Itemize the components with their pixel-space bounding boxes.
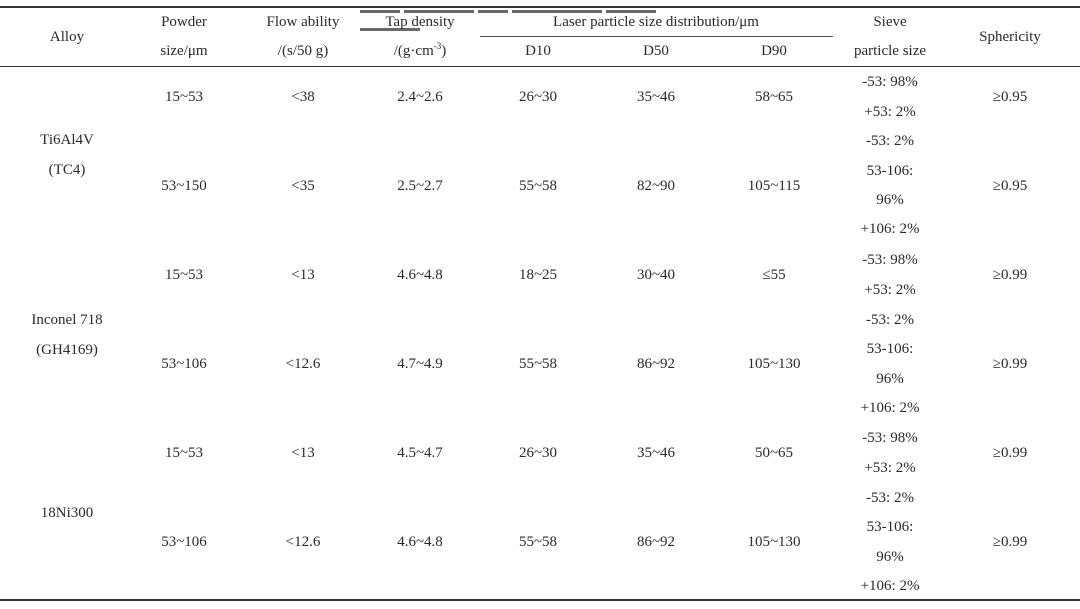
cell-flow-ability: <38 (291, 89, 315, 105)
cell-sieve-line: 96% (876, 192, 904, 208)
cell-sphericity: ≥0.99 (992, 534, 1028, 550)
cell-d50: 82~90 (636, 178, 676, 194)
cell-tap-density: 4.6~4.8 (397, 534, 443, 550)
alloy-name-line: (TC4) (48, 162, 86, 178)
cell-flow-ability: <35 (291, 178, 315, 194)
cell-d10: 55~58 (518, 178, 558, 194)
cell-d50: 86~92 (636, 534, 676, 550)
alloy-name-line: (GH4169) (36, 342, 98, 358)
cell-d10: 26~30 (518, 89, 558, 105)
table-top-rule (0, 6, 1080, 8)
cell-sieve-line: +106: 2% (860, 221, 920, 237)
header-d90: D90 (761, 43, 787, 59)
cell-d90: ≤55 (762, 267, 786, 283)
cell-d90: 58~65 (754, 89, 794, 105)
header-powder-size-line1: Powder (161, 14, 207, 30)
cell-sphericity: ≥0.95 (992, 178, 1028, 194)
cell-powder-size: 53~106 (161, 534, 207, 550)
cell-flow-ability: <12.6 (285, 356, 321, 372)
cell-tap-density: 2.5~2.7 (397, 178, 443, 194)
alloy-name-line: Inconel 718 (31, 312, 103, 328)
cell-d10: 18~25 (518, 267, 558, 283)
header-powder-size-line2: size/μm (160, 43, 208, 59)
header-sieve-line1: Sieve (873, 14, 907, 30)
cell-sieve-line: 53-106: (866, 341, 914, 357)
cell-d50: 35~46 (636, 445, 676, 461)
cell-sieve-line: 53-106: (866, 519, 914, 535)
header-alloy: Alloy (49, 29, 85, 45)
cell-d50: 35~46 (636, 89, 676, 105)
cell-sieve-line: -53: 98% (862, 430, 918, 446)
cell-sphericity: ≥0.99 (992, 356, 1028, 372)
cell-sieve-line: -53: 2% (866, 133, 914, 149)
header-laser-distribution: Laser particle size distribution/μm (553, 14, 759, 30)
header-d50: D50 (643, 43, 669, 59)
laser-group-rule (480, 36, 833, 37)
cell-sieve-line: -53: 2% (866, 490, 914, 506)
cell-sphericity: ≥0.95 (992, 89, 1028, 105)
header-bottom-rule (0, 66, 1080, 67)
header-tap-density-line1: Tap density (385, 14, 455, 30)
header-flow-ability-line2: /(s/50 g) (277, 43, 329, 59)
cell-tap-density: 4.7~4.9 (397, 356, 443, 372)
cell-sieve-line: +53: 2% (864, 104, 916, 120)
cell-sieve-line: -53: 98% (862, 74, 918, 90)
cell-flow-ability: <13 (291, 267, 315, 283)
table-bottom-rule (0, 599, 1080, 601)
cell-tap-density: 2.4~2.6 (397, 89, 443, 105)
cell-d50: 30~40 (636, 267, 676, 283)
cell-sieve-line: 96% (876, 549, 904, 565)
cell-sieve-line: +106: 2% (860, 578, 920, 594)
cell-d90: 105~115 (747, 178, 801, 194)
cell-sieve-line: +53: 2% (864, 460, 916, 476)
cell-flow-ability: <12.6 (285, 534, 321, 550)
cell-flow-ability: <13 (291, 445, 315, 461)
cell-sieve-line: -53: 98% (862, 252, 918, 268)
cell-sieve-line: +106: 2% (860, 400, 920, 416)
header-sphericity: Sphericity (979, 29, 1041, 45)
cell-d90: 105~130 (747, 356, 801, 372)
header-sieve-line2: particle size (853, 43, 927, 59)
cell-d10: 55~58 (518, 356, 558, 372)
cell-sieve-line: 53-106: (866, 163, 914, 179)
cell-sieve-line: +53: 2% (864, 282, 916, 298)
cell-powder-size: 15~53 (164, 267, 204, 283)
cell-tap-density: 4.6~4.8 (397, 267, 443, 283)
cell-d90: 105~130 (747, 534, 801, 550)
cell-powder-size: 53~106 (161, 356, 207, 372)
header-flow-ability-line1: Flow ability (266, 14, 340, 30)
cell-powder-size: 15~53 (164, 89, 204, 105)
cell-powder-size: 15~53 (164, 445, 204, 461)
cell-sphericity: ≥0.99 (992, 267, 1028, 283)
alloy-name-line: 18Ni300 (40, 505, 94, 521)
cell-d10: 55~58 (518, 534, 558, 550)
header-d10: D10 (525, 43, 551, 59)
table-caption-remnant (360, 0, 720, 31)
header-tap-density-line2: /(g·cm-3) (393, 41, 447, 60)
cell-powder-size: 53~150 (161, 178, 207, 194)
alloy-name-line: Ti6Al4V (40, 132, 94, 148)
cell-tap-density: 4.5~4.7 (397, 445, 443, 461)
cell-d50: 86~92 (636, 356, 676, 372)
cell-sieve-line: 96% (876, 371, 904, 387)
cell-sieve-line: -53: 2% (866, 312, 914, 328)
cell-d90: 50~65 (754, 445, 794, 461)
cell-sphericity: ≥0.99 (992, 445, 1028, 461)
cell-d10: 26~30 (518, 445, 558, 461)
